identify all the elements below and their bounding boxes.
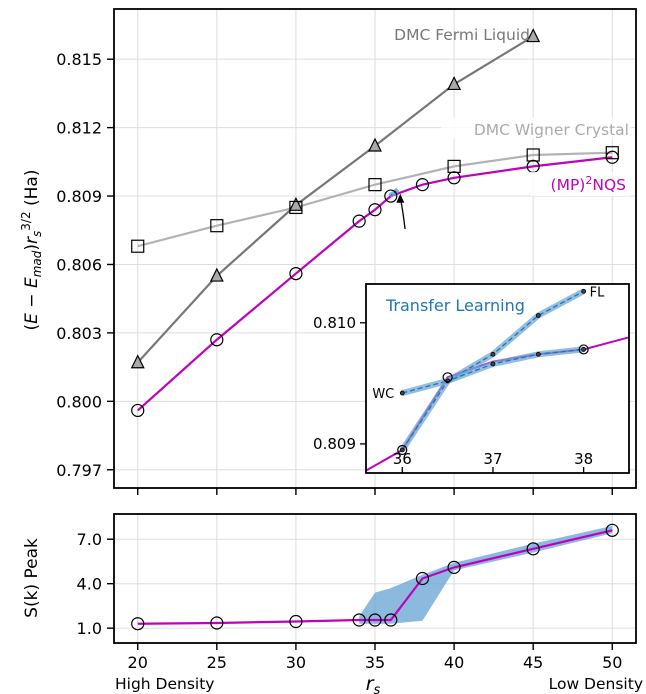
series-0-marker: [290, 198, 302, 210]
bottom-xtick-label: 50: [602, 653, 622, 672]
inset-transfer-point: [582, 289, 586, 293]
bottom-y-axis-label: S(k) Peak: [22, 538, 42, 618]
inset-transfer-point: [400, 391, 404, 395]
inset-transfer-point: [491, 362, 495, 366]
main-ytick-label: 0.809: [56, 187, 102, 206]
inset-label-fl: FL: [590, 285, 605, 300]
inset-transfer-point: [582, 347, 586, 351]
main-ytick-label: 0.815: [56, 50, 102, 69]
series-0-marker: [369, 139, 381, 151]
main-ytick-label: 0.797: [56, 461, 102, 480]
bottom-axes: 20 25 30 35 40 45 50 1.0 4.0 7.0: [77, 514, 636, 672]
inset-xtick-label: 37: [483, 450, 502, 468]
bottom-xtick-label: 20: [128, 653, 148, 672]
x-axis-label: rs: [366, 673, 381, 694]
main-ytick-label: 0.800: [56, 392, 102, 411]
inset-transfer-point: [491, 352, 495, 356]
inset-title-transfer-learning: Transfer Learning: [385, 296, 525, 315]
inset-transfer-point: [536, 314, 540, 318]
bottom-ytick-label: 7.0: [77, 530, 102, 549]
label-low-density: Low Density: [549, 675, 643, 693]
inset-ytick-label: 0.810: [313, 314, 356, 332]
inset-transfer-point: [536, 352, 540, 356]
bottom-xtick-label: 25: [207, 653, 227, 672]
label-dmc-wigner-crystal: DMC Wigner Crystal: [474, 121, 629, 139]
bottom-ytick-label: 1.0: [77, 619, 102, 638]
sk-uncertainty-band: [359, 526, 612, 624]
bottom-xtick-label: 30: [286, 653, 306, 672]
inset-label-wc: WC: [372, 387, 394, 402]
inset-ytick-label: 0.809: [313, 435, 356, 453]
bottom-xtick-label: 40: [444, 653, 464, 672]
inset-xtick-label: 36: [393, 450, 412, 468]
main-ytick-label: 0.806: [56, 255, 102, 274]
series-0-marker: [448, 77, 460, 89]
bottom-xtick-label: 35: [365, 653, 385, 672]
label-dmc-fermi-liquid: DMC Fermi Liquid: [394, 26, 530, 44]
main-ytick-label: 0.803: [56, 324, 102, 343]
annotation-arrowhead: [396, 194, 404, 203]
bottom-ytick-label: 4.0: [77, 575, 102, 594]
main-y-axis-label: (E − Emad)rs3/2 (Ha): [19, 170, 44, 331]
bottom-xtick-label: 45: [523, 653, 543, 672]
label-high-density: High Density: [115, 675, 214, 693]
inset-panel: 36 37 38 0.809 0.810 Transfer Learning WC FL: [313, 284, 629, 473]
inset-xtick-label: 38: [574, 450, 593, 468]
main-ytick-label: 0.812: [56, 119, 102, 138]
